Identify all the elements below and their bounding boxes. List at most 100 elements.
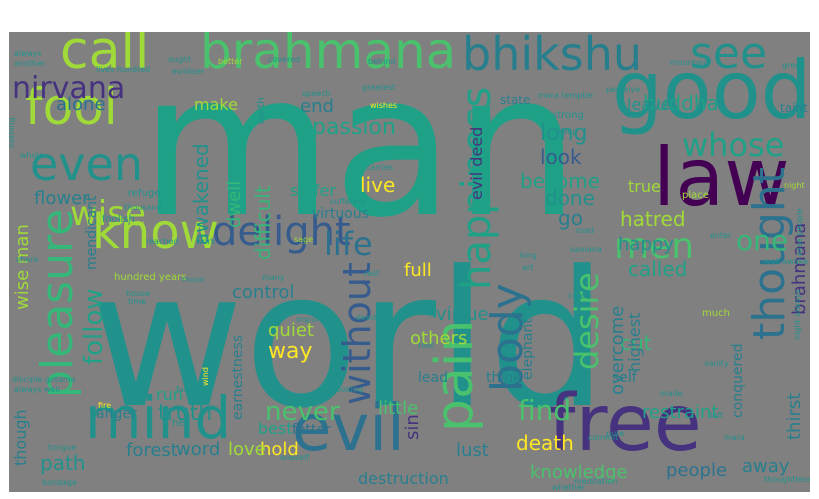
word-shore: shore (16, 255, 38, 264)
word-road: road (576, 226, 594, 235)
word-place: place (682, 190, 709, 201)
word-enter: enter (710, 231, 732, 240)
word-law: law (653, 131, 790, 224)
word-look: look (540, 145, 582, 169)
word-thought: thought (744, 167, 795, 340)
word-lust: lust (456, 440, 489, 461)
word-awakened: awakened (189, 143, 213, 245)
word-always: always (14, 49, 41, 58)
word-make: make (194, 95, 238, 114)
word-lead: lead (418, 370, 448, 386)
word-truth: truth (158, 401, 212, 426)
word-impurity: impurity (296, 315, 330, 324)
word-desire: desire (568, 272, 606, 370)
word-think: think (486, 370, 522, 386)
word-whose: whose (682, 126, 784, 164)
word-wind: wind (201, 367, 210, 386)
word-cut: cut (620, 331, 652, 355)
word-life: life (324, 225, 373, 263)
word-true: true (628, 177, 661, 196)
word-greatest: greatest (362, 83, 395, 92)
word-highest: highest (625, 313, 644, 372)
word-bondage: bondage (42, 478, 77, 487)
word-cloud-canvas: man world law free good evil mind call brahmana b… (9, 32, 810, 492)
word-night-always: night always (793, 289, 802, 340)
word-wise-people: wise people (795, 208, 804, 256)
word-greed: greed (782, 61, 805, 70)
word-brahmana: brahmana (789, 223, 810, 315)
word-sage: sage (294, 235, 313, 244)
word-speech: speech (302, 89, 331, 98)
word-whole: whole (20, 151, 44, 160)
word-ought: ought (168, 55, 191, 64)
word-one: one (736, 224, 788, 257)
word-lives-hundred: lives hundred (96, 65, 150, 74)
word-passion: passion (312, 115, 396, 140)
word-brahmana: brahmana (200, 32, 456, 80)
word-nirvana: nirvana (12, 71, 125, 106)
word-keep: keep (558, 127, 577, 136)
word-hold: hold (260, 439, 299, 460)
word-world: world (90, 231, 608, 450)
word-full: full (404, 260, 432, 281)
word-though: though (11, 409, 30, 466)
word-elephant: elephant (520, 318, 536, 380)
word-better: better (218, 57, 243, 66)
word-time: time (128, 297, 146, 306)
word-call: call (60, 32, 149, 81)
word-state: state (500, 93, 530, 107)
word-meditation: meditation (574, 477, 617, 486)
word-called: called (628, 257, 687, 281)
word-art: art (522, 263, 533, 272)
word-word: word (176, 439, 220, 460)
word-deed: deed (356, 313, 376, 322)
word-end: end (300, 96, 334, 117)
word-conquered: conquered (730, 344, 746, 418)
word-good: good (612, 44, 810, 137)
word-best: best (258, 419, 293, 438)
word-delight: delight (212, 209, 351, 255)
word-thousand: thousand (124, 203, 161, 212)
word-never: never (265, 397, 340, 427)
word-carries: carries (366, 163, 393, 172)
word-self: self (612, 370, 638, 386)
word-perceive: perceive (606, 85, 640, 94)
word-reached: reached (146, 237, 178, 246)
word-knowledge: knowledge (530, 462, 628, 483)
word-buddha: buddha (643, 91, 719, 115)
word-many: many (262, 273, 285, 282)
word-covered: covered (268, 55, 300, 64)
word-leave: leave (627, 95, 670, 114)
word-earth: earth (256, 97, 267, 124)
word-overcome: overcome (607, 306, 628, 395)
word-earnestness: earnestness (230, 335, 246, 420)
word-another: another (14, 59, 46, 68)
word-see: see (690, 32, 767, 79)
word-follow: follow (79, 288, 109, 365)
word-mendicant: mendicant (84, 195, 100, 270)
word-behind: behind (368, 57, 395, 66)
word-happy: happy (618, 234, 674, 255)
word-away: away (742, 456, 790, 477)
word-hell: hell (172, 418, 190, 429)
word-root: root (418, 341, 434, 350)
word-wise: wise (70, 194, 146, 234)
word-hundred-years: hundred years (114, 272, 186, 283)
word-virtuous: virtuous (312, 206, 369, 222)
word-run: run (156, 385, 183, 404)
word-little: little (378, 398, 418, 419)
word-mara-tempter: mara tempter (538, 91, 594, 100)
word-find: find (518, 394, 571, 427)
word-night: night (784, 181, 805, 190)
word-samana: samana (570, 245, 602, 254)
word-quiet: quiet (268, 320, 314, 341)
word-pain: pain (425, 320, 485, 432)
word-oneself: oneself (280, 453, 309, 462)
word-well-awake: well awake (764, 257, 808, 266)
word-made: made (660, 389, 683, 398)
word-foolish: foolish (102, 214, 135, 225)
word-fetter: fetter (292, 422, 331, 438)
word-hatred: hatred (620, 207, 686, 231)
word-flower: flower (34, 188, 90, 209)
word-death: death (516, 431, 574, 455)
